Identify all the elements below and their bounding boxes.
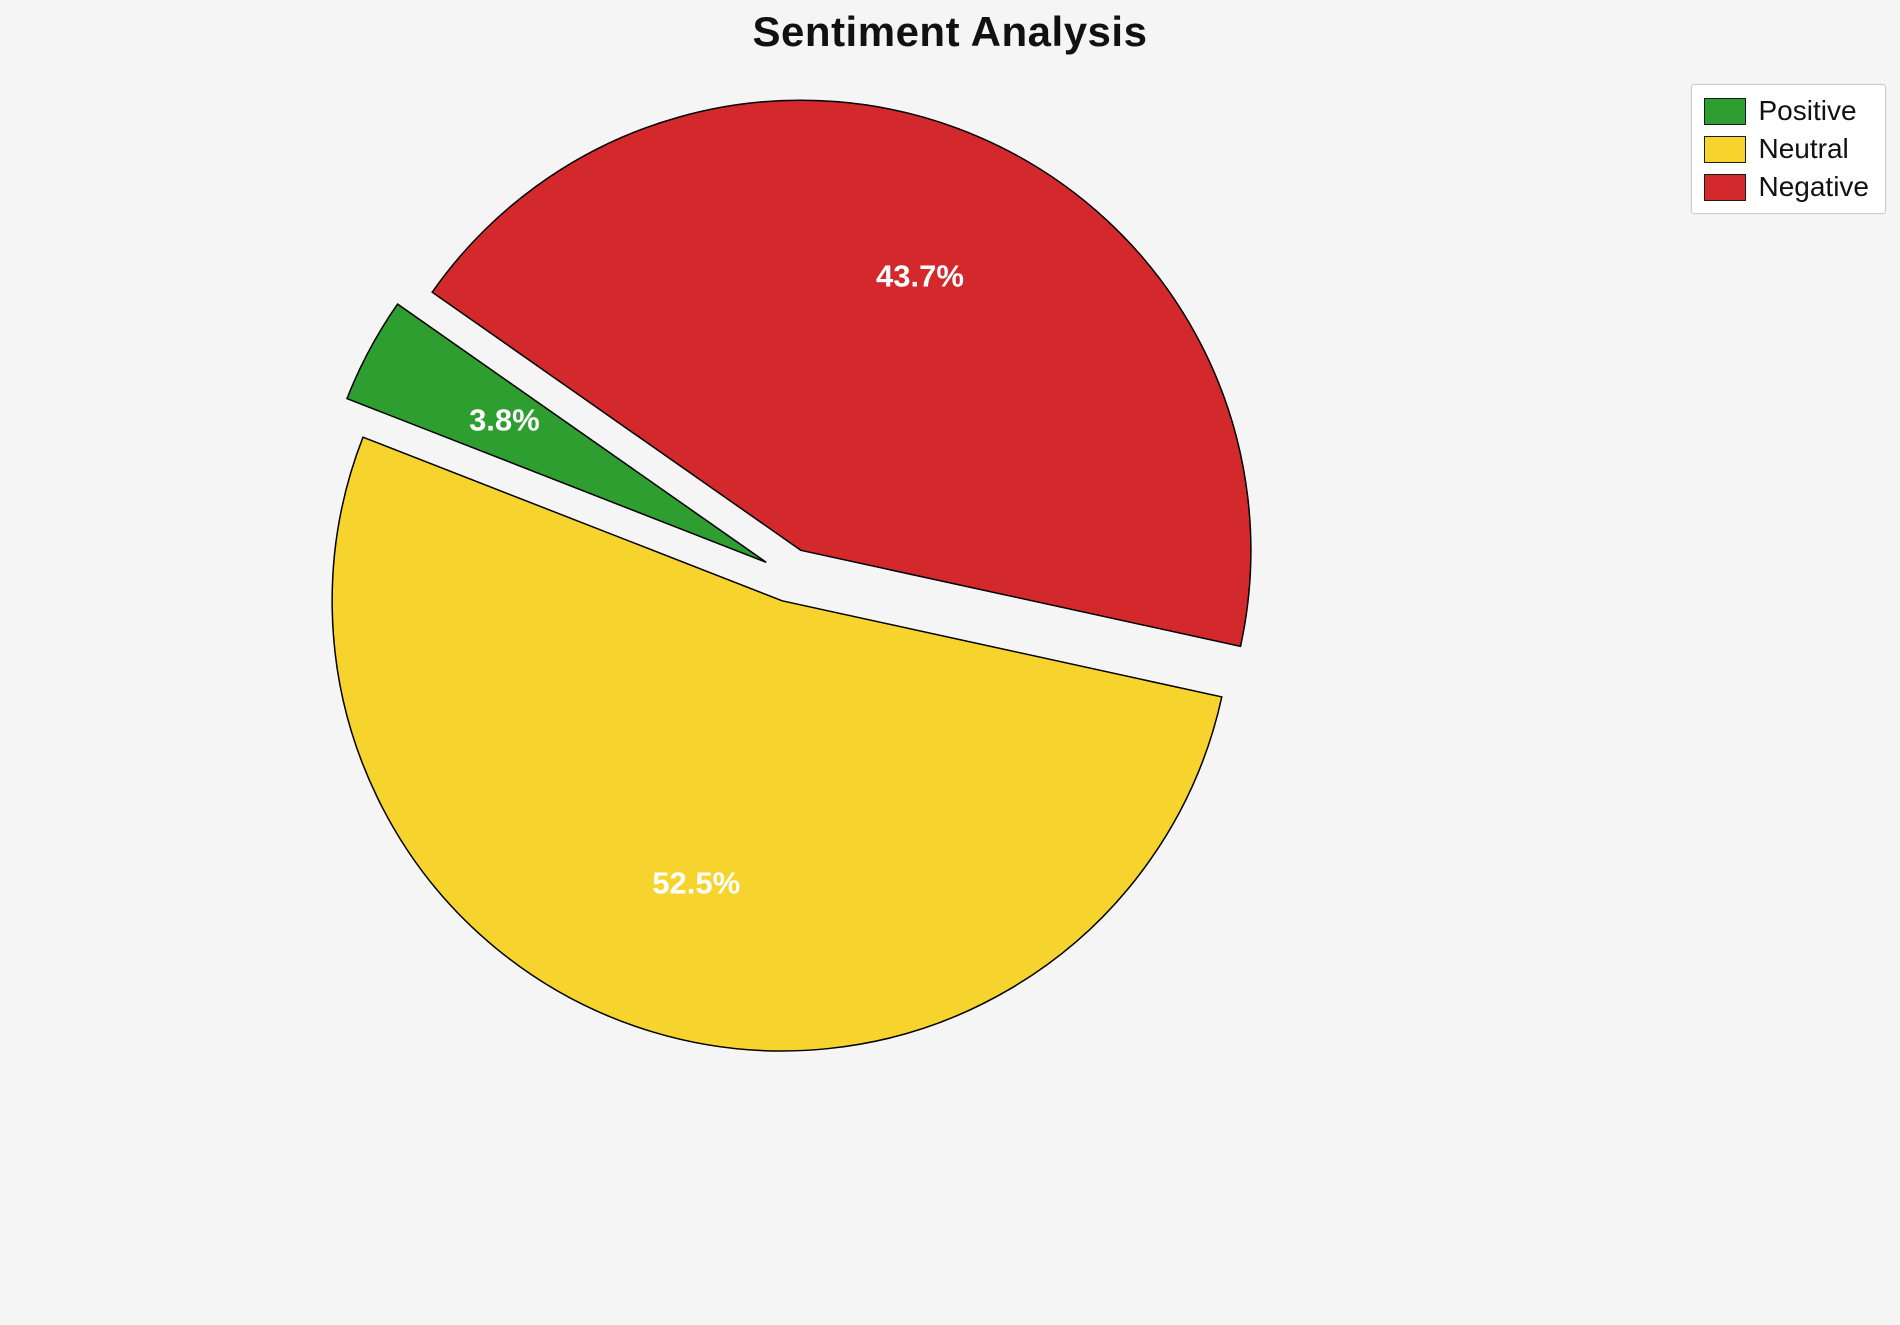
pct-label-negative: 43.7% — [876, 258, 964, 293]
pie-slice-neutral — [331, 436, 1223, 1052]
legend-item-neutral: Neutral — [1704, 135, 1869, 163]
legend-label-negative: Negative — [1758, 171, 1869, 202]
legend: Positive Neutral Negative — [1691, 84, 1886, 214]
pct-label-positive: 3.8% — [469, 402, 540, 437]
legend-item-negative: Negative — [1704, 173, 1869, 201]
legend-swatch-neutral — [1704, 135, 1747, 163]
pie-slice-negative — [431, 99, 1252, 648]
legend-swatch-negative — [1704, 173, 1747, 201]
chart-title: Sentiment Analysis — [752, 8, 1148, 55]
legend-label-positive: Positive — [1758, 95, 1857, 126]
pie-slice-positive — [346, 303, 767, 563]
pct-label-neutral: 52.5% — [652, 865, 740, 900]
legend-swatch-positive — [1704, 97, 1747, 125]
legend-item-positive: Positive — [1704, 97, 1869, 125]
legend-label-neutral: Neutral — [1758, 133, 1849, 164]
